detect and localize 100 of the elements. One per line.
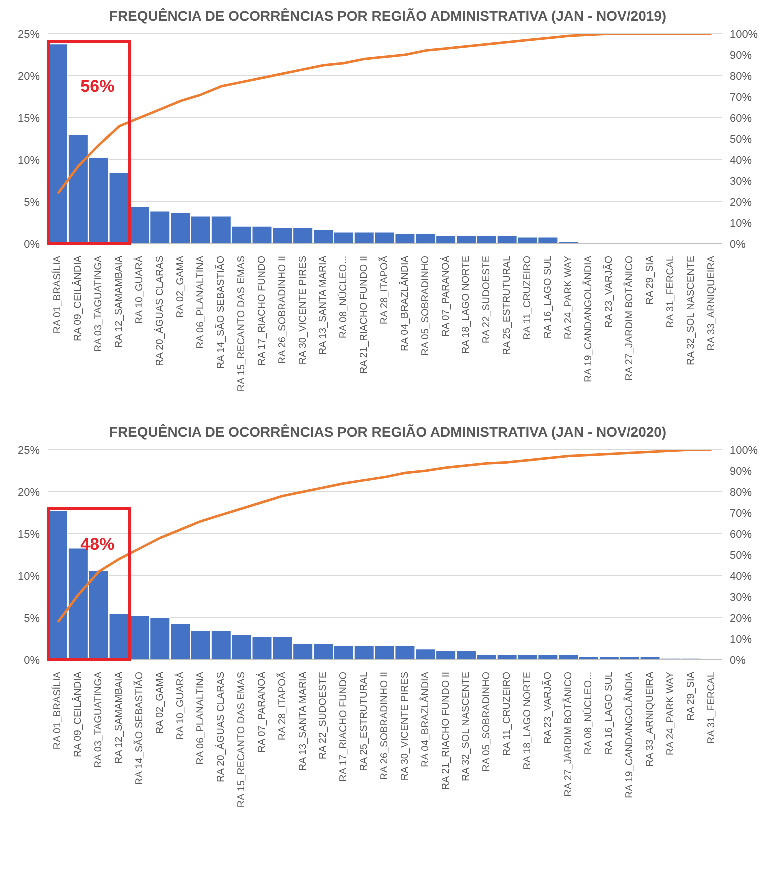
y2-tick-label: 20% xyxy=(730,196,752,209)
x-tick-label: RA 18_LAGO NORTE xyxy=(461,256,472,354)
y-tick-label: 10% xyxy=(18,154,40,167)
x-tick-label: RA 21_RIACHO FUNDO II xyxy=(440,672,452,791)
y2-tick-label: 40% xyxy=(730,154,752,167)
x-tick-label: RA 19_CANDANGOLÂNDIA xyxy=(582,256,595,383)
y-tick-label: 5% xyxy=(24,196,40,209)
y-tick-label: 20% xyxy=(18,487,40,500)
x-tick-label: RA 25_ESTRUTURAL xyxy=(359,672,370,772)
x-tick-label: RA 08_NÚCLEO... xyxy=(582,672,595,756)
annotation: 56% xyxy=(80,76,115,97)
y2-tick-label: 100% xyxy=(730,28,758,41)
x-tick-label: RA 21_RIACHO FUNDO II xyxy=(359,256,370,374)
y2-tick-label: 10% xyxy=(730,218,752,230)
x-tick-label: RA 16_LAGO SUL xyxy=(542,256,554,339)
x-tick-label: RA 29_SIA xyxy=(645,256,656,305)
y-tick-label: 25% xyxy=(18,28,40,41)
x-tick-label: RA 11_CRUZEIRO xyxy=(502,672,514,757)
x-tick-label: RA 22_SUDOESTE xyxy=(482,256,493,344)
x-tick-label: RA 30_VICENTE PIRES xyxy=(400,672,411,782)
x-tick-label: RA 26_SOBRADINHO II xyxy=(277,256,288,364)
x-tick-label: RA 09_CEILÂNDIA xyxy=(72,256,84,342)
x-tick-label: RA 33_ARNIQUEIRA xyxy=(706,256,718,351)
x-tick-label: RA 13_SANTA MARIA xyxy=(298,672,309,772)
y2-tick-label: 60% xyxy=(730,112,752,125)
y2-tick-label: 90% xyxy=(730,466,752,478)
x-tick-label: RA 17_RIACHO FUNDO xyxy=(256,256,268,366)
x-tick-label: RA 30_VICENTE PIRES xyxy=(298,256,309,365)
y2-tick-label: 50% xyxy=(730,134,752,146)
y2-tick-label: 60% xyxy=(730,529,752,542)
x-tick-label: RA 03_TAGUATINGA xyxy=(94,672,105,769)
x-tick-label: RA 06_PLANALTINA xyxy=(196,256,207,350)
y-tick-label: 15% xyxy=(18,529,40,542)
y-tick-label: 5% xyxy=(24,613,40,626)
y2-tick-label: 0% xyxy=(730,655,746,668)
x-tick-label: RA 31_FERCAL xyxy=(665,256,676,328)
x-tick-label: RA 24_PARK WAY xyxy=(563,256,574,340)
y2-tick-label: 90% xyxy=(730,50,752,62)
x-tick-label: RA 33_ARNIQUEIRA xyxy=(645,672,656,768)
y-tick-label: 15% xyxy=(18,112,40,125)
x-tick-label: RA 23_VARJÃO xyxy=(603,256,616,328)
x-tick-label: RA 27_JARDIM BOTÂNICO xyxy=(624,256,636,381)
y2-tick-label: 70% xyxy=(730,92,752,104)
x-tick-label: RA 22_SUDOESTE xyxy=(318,672,330,760)
x-tick-label: RA 12_SAMAMBAIA xyxy=(114,672,125,765)
x-tick-label: RA 02_GAMA xyxy=(154,672,166,735)
y2-tick-label: 20% xyxy=(730,613,752,626)
y-tick-label: 25% xyxy=(18,445,40,458)
y2-tick-label: 80% xyxy=(730,70,752,83)
x-tick-label: RA 31_FERCAL xyxy=(706,672,718,745)
x-tick-label: RA 03_TAGUATINGA xyxy=(94,256,105,352)
x-tick-label: RA 05_SOBRADINHO xyxy=(482,672,493,772)
y2-tick-label: 80% xyxy=(730,487,752,500)
x-tick-label: RA 15_RECANTO DAS EMAS xyxy=(236,256,248,392)
x-tick-label: RA 14_SÃO SEBASTIÃO xyxy=(133,672,146,786)
x-tick-label: RA 08_NÚCLEO... xyxy=(338,256,350,339)
x-tick-label: RA 09_CEILÂNDIA xyxy=(72,672,84,758)
x-tick-label: RA 28_ITAPOÃ xyxy=(378,256,390,325)
x-tick-label: RA 06_PLANALTINA xyxy=(196,672,207,766)
x-tick-label: RA 10_GUARÁ xyxy=(133,256,146,324)
chart-title: FREQUÊNCIA DE OCORRÊNCIAS POR REGIÃO ADMINISTRATIVA (JAN - NOV/2019) xyxy=(108,8,668,24)
x-tick-label: RA 12_SAMAMBAIA xyxy=(114,256,125,348)
x-tick-label: RA 10_GUARÁ xyxy=(174,672,186,741)
x-tick-label: RA 18_LAGO NORTE xyxy=(522,672,534,770)
x-tick-label: RA 27_JARDIM BOTÂNICO xyxy=(562,672,574,798)
y2-tick-label: 0% xyxy=(730,238,746,251)
x-tick-label: RA 01_BRASÍLIA xyxy=(52,256,64,334)
x-tick-label: RA 26_SOBRADINHO II xyxy=(380,672,390,781)
x-tick-label: RA 32_SOL NASCENTE xyxy=(461,672,472,782)
x-tick-label: RA 01_BRASÍLIA xyxy=(52,672,64,750)
x-tick-label: RA 28_ITAPOÃ xyxy=(276,672,288,742)
y-tick-label: 0% xyxy=(24,238,40,251)
x-tick-label: RA 07_PARANOÁ xyxy=(440,256,452,337)
x-tick-label: RA 04_BRAZLÂNDIA xyxy=(419,672,432,768)
x-tick-label: RA 25_ESTRUTURAL xyxy=(502,256,514,356)
y2-tick-label: 40% xyxy=(730,571,752,584)
y-tick-label: 20% xyxy=(18,70,40,83)
y2-tick-label: 10% xyxy=(730,634,752,646)
y2-tick-label: 100% xyxy=(730,445,758,458)
x-tick-label: RA 17_RIACHO FUNDO xyxy=(338,672,350,782)
x-tick-label: RA 02_GAMA xyxy=(175,256,186,318)
x-tick-label: RA 24_PARK WAY xyxy=(665,672,676,756)
annotation: 48% xyxy=(80,534,115,554)
y-tick-label: 0% xyxy=(24,655,40,668)
chart-title: FREQUÊNCIA DE OCORRÊNCIAS POR REGIÃO ADMINISTRATIVA (JAN - NOV/2020) xyxy=(108,424,668,440)
x-tick-label: RA 11_CRUZEIRO xyxy=(522,256,534,340)
y2-tick-label: 30% xyxy=(730,176,752,188)
y2-tick-label: 70% xyxy=(730,508,752,520)
x-tick-label: RA 20_ÁGUAS CLARAS xyxy=(154,256,166,366)
y-tick-label: 10% xyxy=(18,571,40,584)
x-tick-label: RA 14_SÃO SEBASTIÃO xyxy=(215,256,228,370)
x-tick-label: RA 07_PARANOÁ xyxy=(256,672,268,754)
x-tick-label: RA 05_SOBRADINHO xyxy=(420,256,432,356)
x-tick-label: RA 16_LAGO SUL xyxy=(604,672,616,756)
x-tick-label: RA 32_SOL NASCENTE xyxy=(686,256,697,366)
x-tick-label: RA 15_RECANTO DAS EMAS xyxy=(236,672,248,808)
x-tick-label: RA 04_BRAZLÂNDIA xyxy=(398,256,411,352)
y2-tick-label: 50% xyxy=(730,550,752,562)
x-tick-label: RA 23_VARJÃO xyxy=(542,672,554,744)
y2-tick-label: 30% xyxy=(730,592,752,604)
